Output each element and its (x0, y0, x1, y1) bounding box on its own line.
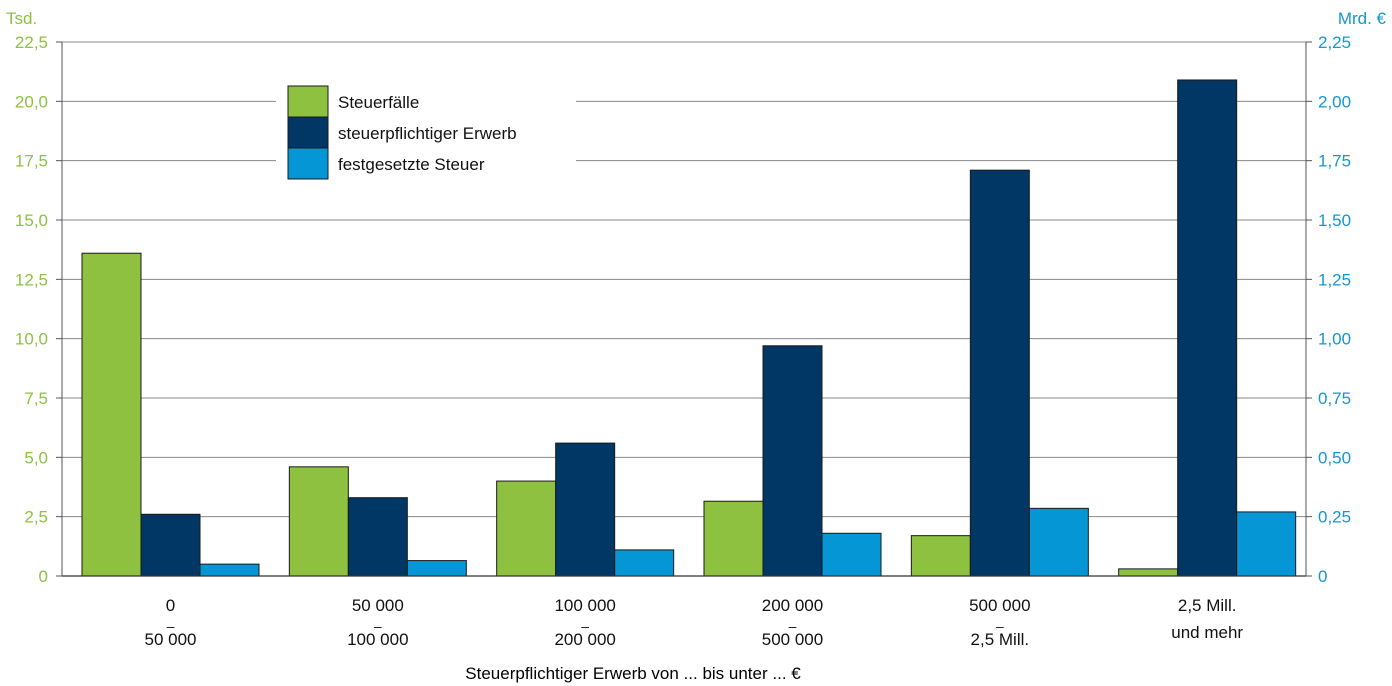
bar-festgesetzte-steuer (821, 532, 882, 577)
tick-labels: 0 0 2,5 0,25 5,0 0,50 7,5 0,75 10,0 1,00 12,5 1,25 1… (15, 33, 1351, 586)
legend-label: festgesetzte Steuer (338, 155, 485, 174)
category-label: 0 (166, 596, 175, 615)
legend: Steuerfälle steuerpflichtiger Erwerb festg… (276, 80, 576, 184)
gridlines (56, 41, 1312, 577)
right-tick-label: 1,25 (1318, 270, 1351, 289)
category-label: 200 000 (554, 630, 615, 649)
category-label: 500 000 (762, 630, 823, 649)
left-tick-label: 20,0 (15, 92, 48, 111)
left-tick-label: 10,0 (15, 330, 48, 349)
right-tick-label: 1,75 (1318, 152, 1351, 171)
left-axis-unit: Tsd. (6, 9, 37, 28)
left-tick-label: 22,5 (15, 33, 48, 52)
bar-steuerf-lle (910, 535, 971, 577)
bar-festgesetzte-steuer (199, 563, 260, 577)
category-label: 200 000 (762, 596, 823, 615)
right-tick-label: 0 (1318, 567, 1327, 586)
category-label: – (167, 618, 175, 634)
right-tick-label: 2,00 (1318, 92, 1351, 111)
axes (61, 42, 1307, 577)
bars (81, 79, 1297, 577)
right-tick-label: 0,50 (1318, 448, 1351, 467)
right-axis-unit: Mrd. € (1338, 9, 1387, 28)
bar-festgesetzte-steuer (1028, 507, 1089, 577)
legend-label: Steuerfälle (338, 93, 419, 112)
category-label: 100 000 (554, 596, 615, 615)
bar-steuerf-lle (1118, 568, 1179, 577)
right-tick-label: 1,00 (1318, 330, 1351, 349)
legend-swatch (287, 116, 329, 149)
bar-steuerpflichtiger-erwerb (347, 497, 408, 577)
bar-steuerpflichtiger-erwerb (762, 345, 823, 577)
left-tick-label: 15,0 (15, 211, 48, 230)
legend-label: steuerpflichtiger Erwerb (338, 124, 517, 143)
left-tick-label: 12,5 (15, 270, 48, 289)
category-label: 100 000 (347, 630, 408, 649)
bar-steuerpflichtiger-erwerb (140, 513, 201, 577)
bar-steuerf-lle (288, 466, 349, 577)
category-label: 50 000 (145, 630, 197, 649)
left-tick-label: 5,0 (24, 448, 48, 467)
category-label: – (581, 618, 589, 634)
x-axis-label: Steuerpflichtiger Erwerb von ... bis unt… (465, 664, 801, 683)
category-label: – (789, 618, 797, 634)
legend-swatch (287, 147, 329, 180)
right-tick-label: 2,25 (1318, 33, 1351, 52)
left-tick-label: 17,5 (15, 152, 48, 171)
bar-steuerpflichtiger-erwerb (969, 169, 1030, 577)
category-label: 500 000 (969, 596, 1030, 615)
right-tick-label: 1,50 (1318, 211, 1351, 230)
left-tick-label: 2,5 (24, 508, 48, 527)
bar-festgesetzte-steuer (406, 560, 467, 577)
bar-steuerpflichtiger-erwerb (1177, 79, 1238, 577)
bar-steuerf-lle (81, 252, 142, 577)
legend-swatch (287, 85, 329, 118)
category-label: 2,5 Mill. (1178, 596, 1237, 615)
bar-festgesetzte-steuer (1236, 511, 1297, 577)
category-label: 50 000 (352, 596, 404, 615)
bar-steuerpflichtiger-erwerb (555, 442, 616, 577)
left-tick-label: 0 (39, 567, 48, 586)
category-label: und mehr (1171, 623, 1243, 642)
right-tick-label: 0,25 (1318, 508, 1351, 527)
bar-steuerf-lle (496, 480, 557, 577)
category-label: – (996, 618, 1004, 634)
category-label: – (374, 618, 382, 634)
bar-festgesetzte-steuer (614, 549, 675, 577)
right-tick-label: 0,75 (1318, 389, 1351, 408)
category-label: 2,5 Mill. (971, 630, 1030, 649)
bar-steuerf-lle (703, 500, 764, 577)
left-tick-label: 7,5 (24, 389, 48, 408)
